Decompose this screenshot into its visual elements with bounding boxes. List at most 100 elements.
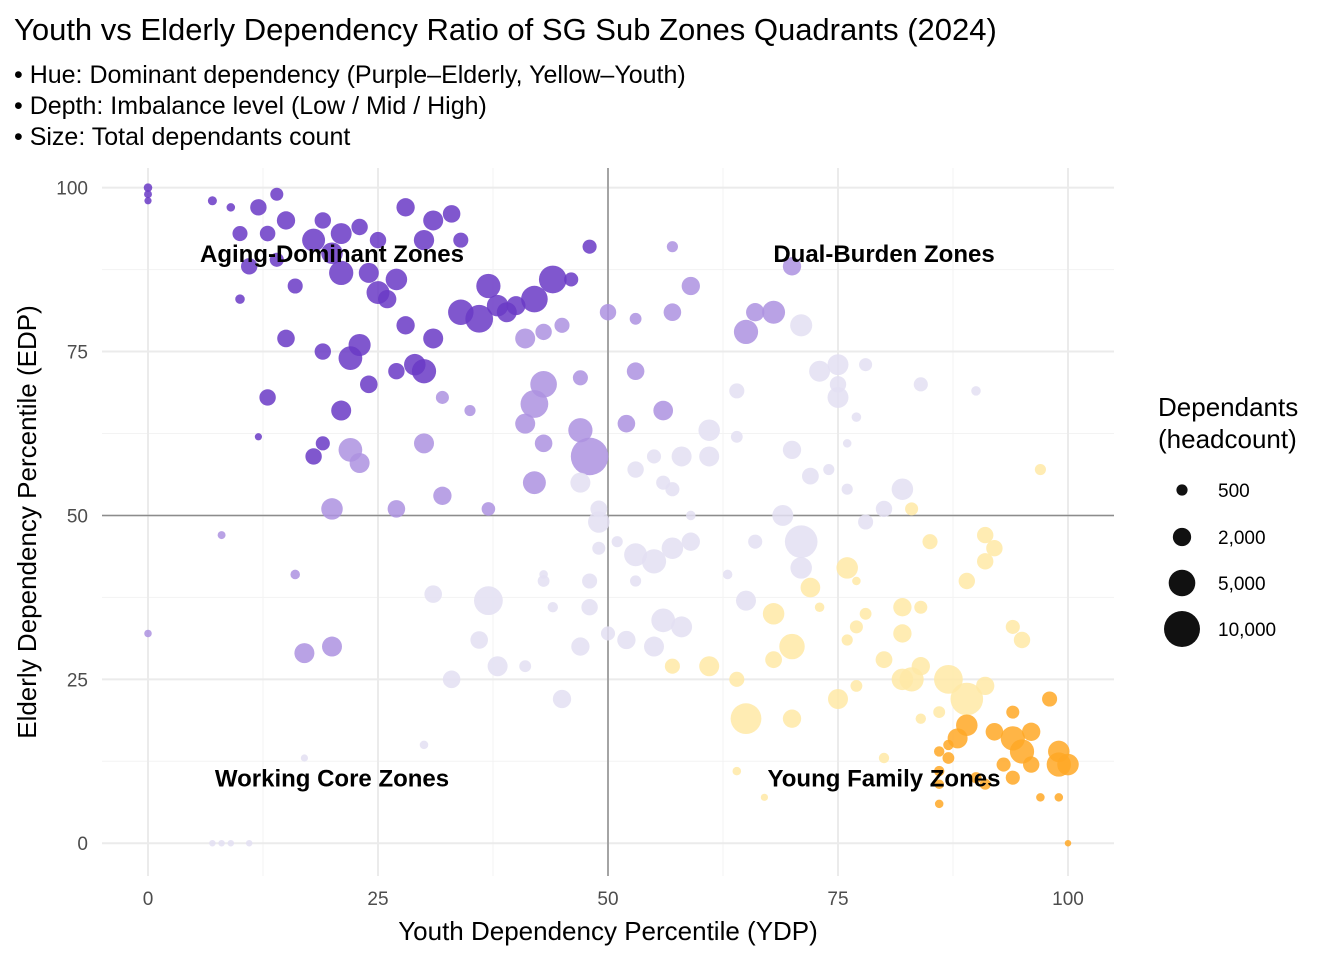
data-point [950,682,984,716]
data-point [663,303,682,322]
data-point [448,299,474,325]
data-point [487,656,508,677]
quadrant-label: Working Core Zones [215,766,449,793]
data-point [762,300,786,324]
data-point [423,210,444,231]
data-point [590,500,608,518]
data-point [144,190,152,199]
data-point [850,679,863,692]
data-point [891,668,914,691]
data-point [733,319,759,345]
data-point [934,746,945,757]
data-point [254,433,262,441]
data-point [914,600,928,614]
y-tick-label: 25 [67,670,88,691]
data-point [572,370,588,386]
data-point [624,543,648,567]
data-point [259,225,276,242]
data-point [611,536,623,548]
quadrant-label: Young Family Zones [768,766,1001,793]
data-point [269,252,284,267]
data-point [911,657,930,676]
data-point [554,317,570,333]
data-point [570,472,591,493]
data-point [671,446,692,467]
data-point [474,586,503,616]
data-point [331,400,352,421]
data-point [666,241,678,253]
data-point [419,740,429,750]
data-point [722,569,733,580]
data-point [729,383,745,399]
data-point [515,328,536,349]
data-point [571,637,590,656]
data-point [144,197,152,205]
legend-size-circle [1168,569,1196,597]
data-point [933,706,946,719]
legend-size-circle [1176,484,1188,496]
data-point [746,303,765,322]
legend-title-line-1: Dependants [1158,392,1299,422]
data-point [971,386,981,396]
data-point [641,549,667,574]
data-point [765,651,782,669]
data-point [875,651,893,669]
data-point [802,467,819,485]
x-axis-label: Youth Dependency Percentile (YDP) [398,916,818,946]
data-point [729,671,745,687]
data-point [241,258,258,275]
data-point [1064,839,1072,847]
x-tick-label: 0 [143,889,154,910]
data-point [762,603,785,625]
x-tick-label: 100 [1052,889,1084,910]
data-point [1013,631,1031,649]
data-point [934,664,963,694]
data-point [235,294,245,304]
y-tick-label: 75 [67,343,88,364]
data-point [699,446,720,467]
data-point [823,463,835,476]
data-point [547,602,558,613]
data-point [226,203,236,212]
data-point [891,478,914,500]
data-point [287,278,303,294]
data-point [290,569,300,580]
data-point [996,757,1011,772]
data-point [270,187,284,201]
data-point [800,577,821,598]
data-point [599,304,617,321]
data-point [387,500,406,518]
y-axis-label: Elderly Dependency Percentile (EDP) [12,305,42,739]
data-point [329,260,354,286]
data-point [730,430,743,443]
data-point [207,196,217,206]
quadrant-label: Aging-Dominant Zones [200,241,464,268]
data-point [433,486,452,505]
data-point [922,534,938,550]
data-point [736,590,756,611]
data-point [828,689,848,709]
data-point [537,575,550,587]
data-point [582,239,597,254]
data-point [617,414,636,433]
data-point [570,437,609,476]
data-point [827,386,849,408]
data-point [396,316,415,335]
data-point [732,766,742,776]
data-point [784,525,818,558]
data-point [814,602,825,612]
data-point [859,607,872,620]
data-point [218,839,225,847]
data-point [348,333,371,357]
data-point [790,557,812,579]
data-point [934,779,944,789]
data-point [442,670,461,689]
data-point [404,353,426,376]
data-point [330,223,352,245]
legend-size-circle [1164,611,1200,647]
size-legend: 500 2,000 5,000 10,000 [1164,481,1276,647]
data-point [626,362,645,381]
data-point [388,363,405,380]
data-point [976,676,995,696]
data-point [1036,793,1045,802]
